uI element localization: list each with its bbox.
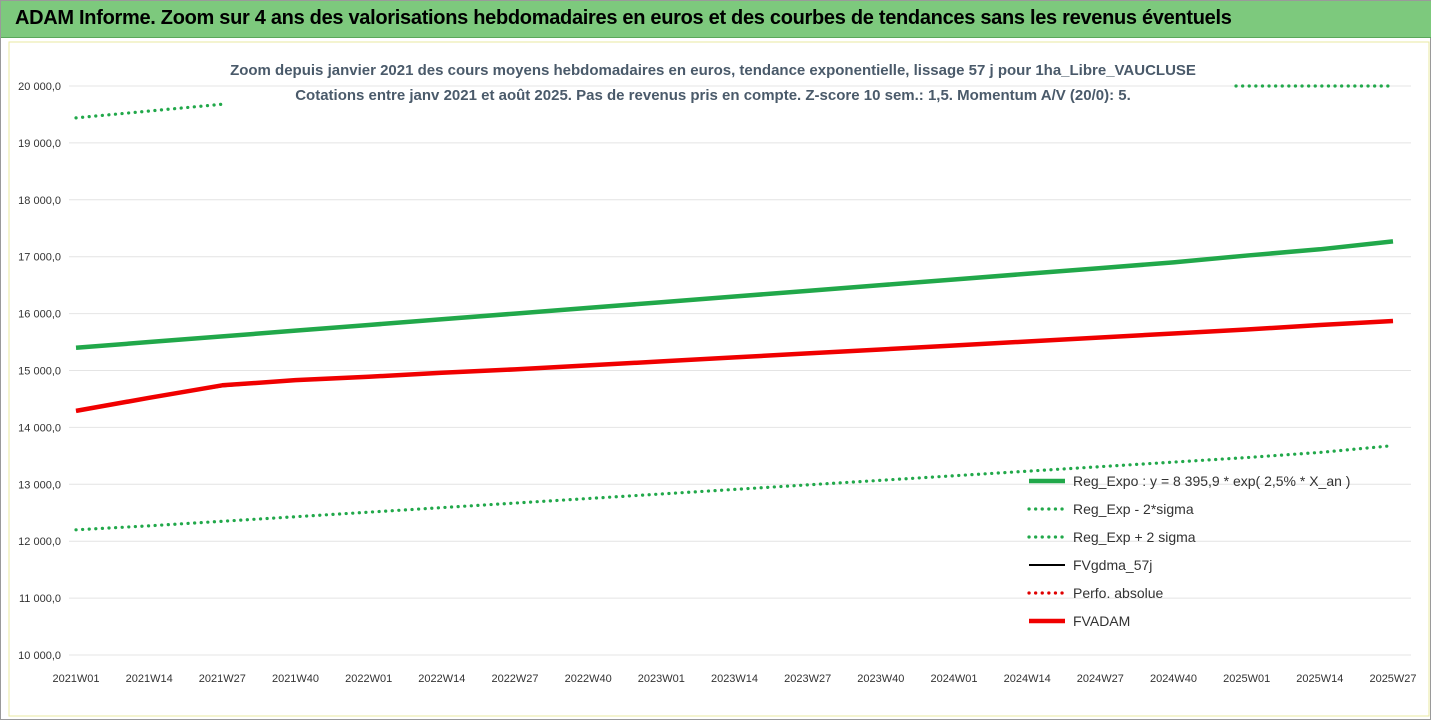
chart-subtitle: Cotations entre janv 2021 et août 2025. … xyxy=(295,87,1131,104)
x-tick-label: 2022W01 xyxy=(345,673,392,685)
y-tick-label: 20 000,0 xyxy=(18,81,61,93)
y-tick-label: 11 000,0 xyxy=(19,593,61,605)
series-line xyxy=(74,84,1395,120)
y-tick-label: 13 000,0 xyxy=(18,479,61,491)
legend-label: Perfo. absolue xyxy=(1073,585,1163,601)
y-axis-ticks: 10 000,0 11 000,0 12 000,0 13 000,0 14 000,0… xyxy=(18,81,61,662)
y-tick-label: 18 000,0 xyxy=(18,195,61,207)
gridlines xyxy=(69,85,1411,656)
x-tick-label: 2022W40 xyxy=(565,673,612,685)
y-tick-label: 17 000,0 xyxy=(18,252,61,264)
report-banner: ADAM Informe. Zoom sur 4 ans des valoris… xyxy=(1,1,1431,38)
legend-label: FVADAM xyxy=(1073,613,1130,629)
y-tick-label: 14 000,0 xyxy=(18,422,61,434)
legend-label: FVgdma_57j xyxy=(1073,557,1152,573)
x-tick-label: 2021W27 xyxy=(199,673,246,685)
x-tick-label: 2025W14 xyxy=(1296,673,1343,685)
x-tick-label: 2025W01 xyxy=(1223,673,1270,685)
y-tick-label: 15 000,0 xyxy=(18,366,61,378)
legend-label: Reg_Exp + 2 sigma xyxy=(1073,529,1196,545)
x-tick-label: 2021W40 xyxy=(272,673,319,685)
series-line xyxy=(75,239,1394,350)
series-line xyxy=(75,318,1394,414)
line-chart: 10 000,0 11 000,0 12 000,0 13 000,0 14 000,0… xyxy=(8,41,1430,717)
x-tick-label: 2024W14 xyxy=(1004,673,1051,685)
x-tick-label: 2023W14 xyxy=(711,673,758,685)
chart-legend: Reg_Expo : y = 8 395,9 * exp( 2,5% * X_a… xyxy=(1027,473,1350,629)
banner-title: ADAM Informe. Zoom sur 4 ans des valoris… xyxy=(15,7,1232,29)
x-tick-label: 2024W01 xyxy=(930,673,977,685)
x-tick-label: 2023W27 xyxy=(784,673,831,685)
legend-label: Reg_Exp - 2*sigma xyxy=(1073,501,1194,517)
series-lines xyxy=(74,84,1395,532)
x-tick-label: 2022W27 xyxy=(491,673,538,685)
y-tick-label: 12 000,0 xyxy=(18,536,61,548)
x-tick-label: 2021W01 xyxy=(52,673,99,685)
x-tick-label: 2025W27 xyxy=(1369,673,1416,685)
series-line xyxy=(74,444,1395,532)
legend-label: Reg_Expo : y = 8 395,9 * exp( 2,5% * X_a… xyxy=(1073,473,1350,489)
chart-title: Zoom depuis janvier 2021 des cours moyen… xyxy=(230,62,1196,79)
x-tick-label: 2024W27 xyxy=(1077,673,1124,685)
x-tick-label: 2022W14 xyxy=(418,673,465,685)
plot-area-border xyxy=(8,41,1430,717)
x-tick-label: 2021W14 xyxy=(126,673,173,685)
x-tick-label: 2024W40 xyxy=(1150,673,1197,685)
y-tick-label: 19 000,0 xyxy=(18,138,61,150)
x-tick-label: 2023W40 xyxy=(857,673,904,685)
x-axis-ticks: 2021W01 2021W14 2021W27 2021W40 2022W01 2022W… xyxy=(52,673,1416,685)
y-tick-label: 10 000,0 xyxy=(18,650,61,662)
y-tick-label: 16 000,0 xyxy=(18,309,61,321)
x-tick-label: 2023W01 xyxy=(638,673,685,685)
